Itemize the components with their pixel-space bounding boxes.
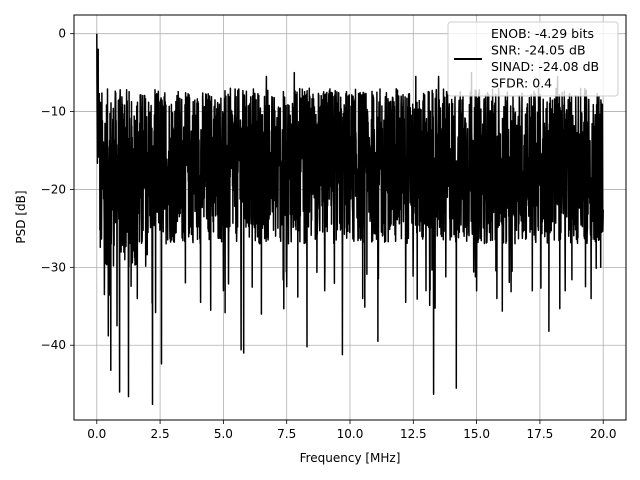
x-tick-label: 17.5 [527, 427, 554, 441]
x-axis-ticks: 0.0 2.5 5.0 7.5 10.0 12.5 15.0 17.5 20.0 [87, 420, 617, 441]
x-tick-label: 10.0 [337, 427, 364, 441]
y-axis-ticks: 0 −10 −20 −30 −40 [41, 27, 74, 352]
y-tick-label: −10 [41, 105, 66, 119]
x-axis-label: Frequency [MHz] [300, 451, 401, 465]
legend-text-line: SFDR: 0.4 [491, 76, 552, 91]
x-tick-label: 0.0 [87, 427, 106, 441]
x-tick-label: 15.0 [463, 427, 490, 441]
y-axis-label: PSD [dB] [14, 190, 28, 243]
x-tick-label: 5.0 [214, 427, 233, 441]
psd-series-line [96, 33, 604, 406]
y-tick-label: 0 [58, 27, 66, 41]
legend-text-line: ENOB: -4.29 bits [491, 26, 594, 41]
legend-text-line: SNR: -24.05 dB [491, 43, 586, 58]
x-tick-label: 2.5 [151, 427, 170, 441]
y-tick-label: −20 [41, 182, 66, 196]
x-tick-label: 12.5 [400, 427, 427, 441]
y-tick-label: −40 [41, 338, 66, 352]
x-tick-label: 7.5 [277, 427, 296, 441]
x-tick-label: 20.0 [590, 427, 617, 441]
y-tick-label: −30 [41, 260, 66, 274]
legend-text-line: SINAD: -24.08 dB [491, 59, 599, 74]
legend-box [447, 21, 619, 97]
